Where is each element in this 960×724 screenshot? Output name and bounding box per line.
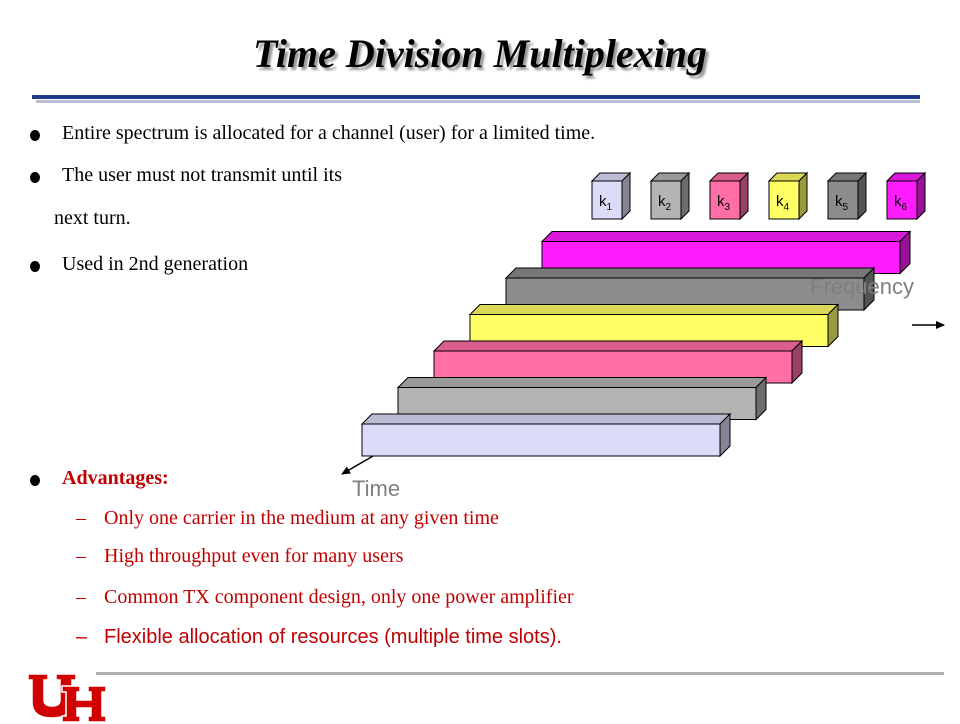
box-front-face: [650, 180, 682, 220]
box-front-face: [709, 180, 741, 220]
channel-box-k5: k5: [826, 171, 868, 221]
frequency-label: Frequency: [810, 274, 914, 299]
box-front-face: [768, 180, 800, 220]
channel-bar-k3: [432, 339, 804, 385]
advantage-item: – High throughput even for many users: [76, 545, 404, 567]
advantage-item: – Only one carrier in the medium at any g…: [76, 507, 499, 529]
box-side-face: [680, 171, 690, 221]
channel-label: k2: [658, 193, 672, 213]
channel-box-k3: k3: [708, 171, 750, 221]
bar-top-face: [468, 304, 840, 315]
bar-front-face: [469, 314, 829, 347]
footer-rule: [96, 672, 944, 675]
channel-bar-k6: [540, 230, 912, 275]
bullet-1: Entire spectrum is allocated for a chann…: [62, 122, 596, 144]
bullet-dot: [30, 261, 40, 272]
channel-bar-k5: [504, 266, 876, 312]
box-front-face: [591, 180, 623, 220]
bar-top-face: [540, 231, 912, 242]
bar-top-face: [396, 377, 768, 388]
uh-logo: [27, 673, 107, 723]
advantage-text: Flexible allocation of resources (multip…: [104, 626, 562, 648]
bar-top-face: [432, 340, 804, 352]
advantage-item: – Common TX component design, only one po…: [76, 586, 574, 608]
advantage-text: Only one carrier in the medium at any gi…: [104, 507, 499, 529]
channel-label: k6: [894, 193, 908, 213]
box-side-face: [739, 171, 749, 221]
bar-top-face: [360, 413, 732, 425]
channel-label: k1: [599, 193, 613, 213]
bullet-2-continued: next turn.: [54, 207, 131, 229]
title-rule: [32, 95, 920, 99]
box-side-face: [916, 171, 926, 221]
title-rule-shadow: [36, 100, 920, 103]
advantages-heading: Advantages:: [62, 467, 169, 489]
channel-bar-k4: [468, 303, 840, 348]
box-side-face: [621, 171, 631, 221]
bar-front-face: [433, 350, 793, 384]
channel-bar-k2: [396, 376, 768, 421]
box-side-face: [857, 171, 867, 221]
bullet-dot: [30, 172, 40, 183]
channel-label: k3: [717, 193, 731, 213]
bullet-dot: [30, 475, 40, 486]
channel-label: k5: [835, 193, 849, 213]
bar-front-face: [505, 277, 865, 311]
channel-box-k6: k6: [885, 171, 927, 221]
box-front-face: [886, 180, 918, 220]
channel-label: k4: [776, 193, 790, 213]
bar-front-face: [397, 387, 757, 420]
advantage-text: High throughput even for many users: [104, 545, 404, 567]
bullet-3: Used in 2nd generation: [62, 253, 249, 275]
bar-front-face: [541, 241, 901, 274]
box-front-face: [827, 180, 859, 220]
slide-title: Time Division Multiplexing: [252, 31, 708, 76]
advantage-item: – Flexible allocation of resources (multi…: [76, 626, 562, 648]
bar-front-face: [361, 423, 721, 457]
channel-box-k4: k4: [767, 171, 809, 221]
channel-box-k2: k2: [649, 171, 691, 221]
bullet-dot: [30, 130, 40, 141]
bullet-2: The user must not transmit until its: [62, 164, 342, 186]
channel-bar-k1: [360, 412, 732, 458]
time-label: Time: [352, 476, 401, 501]
channel-box-k1: k1: [590, 171, 632, 221]
box-side-face: [798, 171, 808, 221]
advantage-text: Common TX component design, only one pow…: [104, 586, 574, 608]
